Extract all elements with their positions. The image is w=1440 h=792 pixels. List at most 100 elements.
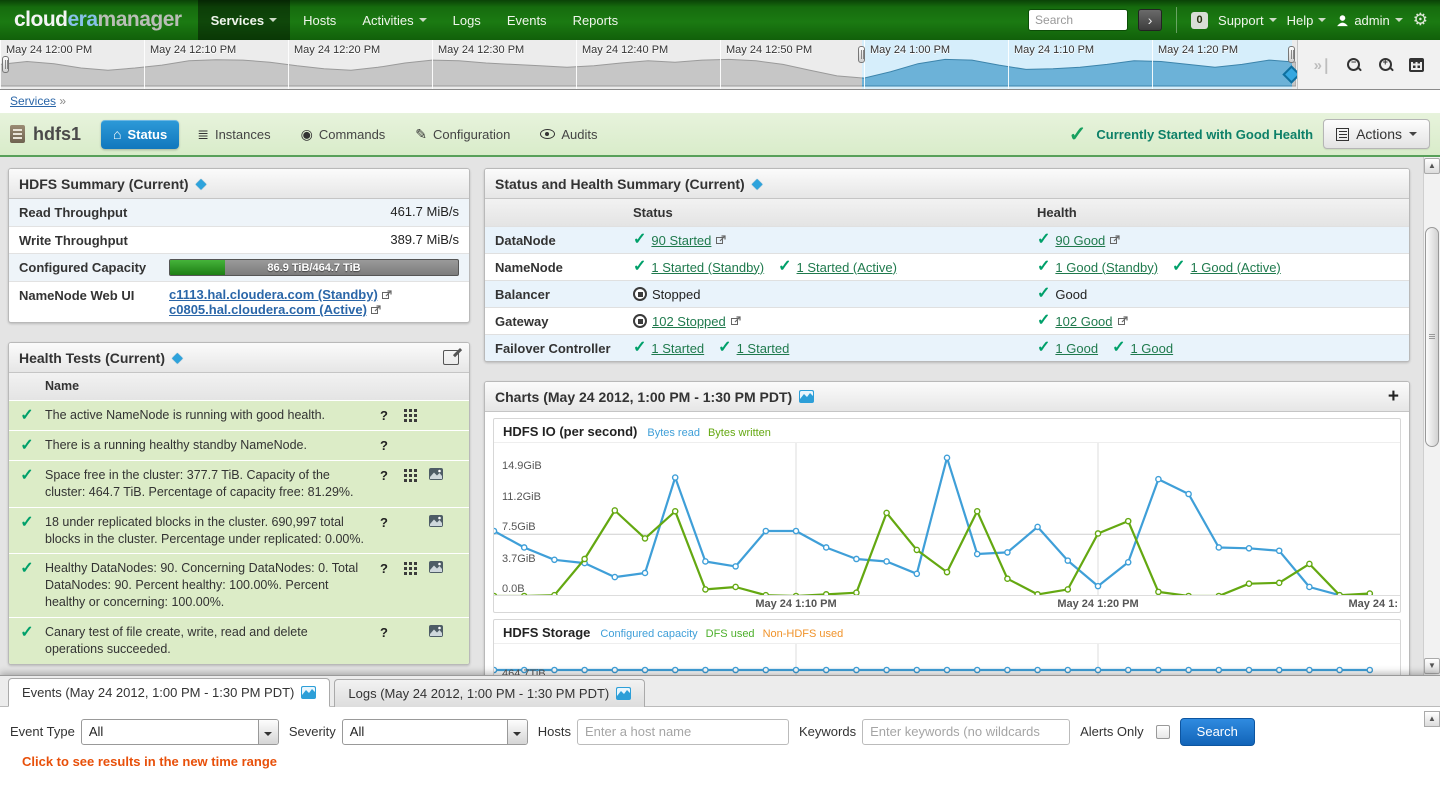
tab-instances[interactable]: ≣Instances	[185, 120, 282, 149]
check-icon: ✓	[20, 467, 33, 484]
popout-icon[interactable]	[716, 235, 726, 245]
zoom-out-icon[interactable]: −	[1346, 57, 1362, 73]
help-icon[interactable]: ?	[380, 561, 388, 576]
selection-end-handle[interactable]	[1288, 46, 1295, 63]
popout-icon[interactable]	[382, 290, 392, 300]
breadcrumb-separator: »	[59, 94, 66, 108]
tab-configuration[interactable]: ✎Configuration	[403, 120, 522, 149]
nav-item-logs[interactable]: Logs	[440, 0, 494, 40]
role-count-link[interactable]: 1 Started (Standby)	[651, 260, 764, 275]
tab-commands[interactable]: ◉Commands	[289, 120, 398, 149]
role-count-link[interactable]: 90 Good	[1055, 233, 1105, 248]
tab-logs[interactable]: Logs (May 24 2012, 1:00 PM - 1:30 PM PDT…	[334, 679, 645, 707]
nav-right-cluster: › 0 Support Help admin ⚙	[1028, 0, 1440, 40]
main-scrollbar[interactable]: ▲ ▼	[1423, 157, 1440, 675]
severity-select[interactable]: All	[342, 719, 528, 745]
tab-audits[interactable]: Audits	[528, 120, 609, 149]
chart-image-icon[interactable]	[429, 468, 443, 483]
actions-button[interactable]: Actions	[1323, 119, 1430, 149]
tab-status[interactable]: ⌂Status	[101, 120, 179, 149]
calendar-icon[interactable]	[1409, 58, 1424, 72]
parcel-indicator-badge[interactable]: 0	[1191, 12, 1208, 29]
popout-icon[interactable]	[731, 316, 741, 326]
table-grid-icon[interactable]	[404, 469, 417, 482]
health-check-icon: ✓	[1069, 122, 1087, 147]
table-grid-icon[interactable]	[404, 562, 417, 575]
hdfs-storage-plot[interactable]: 464.7TiB	[494, 643, 1400, 675]
help-icon[interactable]: ?	[380, 408, 388, 423]
service-name: hdfs1	[33, 124, 81, 145]
table-grid-icon[interactable]	[404, 409, 417, 422]
role-count-link[interactable]: 1 Good (Standby)	[1055, 260, 1158, 275]
timeline-activity-chart[interactable]: May 24 12:00 PMMay 24 12:10 PMMay 24 12:…	[0, 40, 1296, 90]
time-range-selector[interactable]: May 24 12:00 PMMay 24 12:10 PMMay 24 12:…	[0, 40, 1440, 90]
chart-image-icon[interactable]	[429, 515, 443, 530]
event-type-select[interactable]: All	[81, 719, 279, 745]
keywords-input[interactable]	[862, 719, 1070, 745]
support-menu[interactable]: Support	[1218, 13, 1277, 28]
status-entry: ✓1 Good	[1037, 340, 1098, 356]
popout-icon[interactable]	[1118, 316, 1128, 326]
role-count-link[interactable]: 102 Stopped	[652, 314, 726, 329]
nav-item-hosts[interactable]: Hosts	[290, 0, 349, 40]
events-search-button[interactable]: Search	[1180, 718, 1255, 746]
role-count-link[interactable]: 1 Started	[651, 341, 704, 356]
chart-image-icon[interactable]	[429, 625, 443, 640]
scroll-down-arrow[interactable]: ▼	[1424, 658, 1440, 674]
chart-thumbnail-icon	[301, 685, 316, 700]
search-go-button[interactable]: ›	[1138, 9, 1162, 31]
help-menu[interactable]: Help	[1287, 13, 1327, 28]
nav-item-events[interactable]: Events	[494, 0, 560, 40]
role-count-link[interactable]: 1 Started	[737, 341, 790, 356]
user-menu[interactable]: admin	[1336, 13, 1402, 28]
cloudera-manager-logo[interactable]: cloudera manager	[0, 0, 198, 40]
nav-item-reports[interactable]: Reports	[560, 0, 632, 40]
zoom-in-icon[interactable]: +	[1378, 57, 1394, 73]
help-icon[interactable]: ?	[380, 438, 388, 453]
scrollbar-thumb[interactable]	[1425, 227, 1439, 447]
add-chart-button[interactable]: +	[1388, 387, 1399, 406]
tab-label: Instances	[215, 127, 271, 142]
role-count-link[interactable]: 1 Started (Active)	[797, 260, 897, 275]
role-count-link[interactable]: 90 Started	[651, 233, 711, 248]
nav-item-label: Reports	[573, 13, 619, 28]
help-icon[interactable]: ?	[380, 515, 388, 530]
status-cell: Stopped	[623, 281, 1027, 307]
namenode-links: c1113.hal.cloudera.com (Standby)c0805.ha…	[169, 287, 459, 317]
role-count-link[interactable]: 102 Good	[1055, 314, 1112, 329]
nav-item-activities[interactable]: Activities	[349, 0, 439, 40]
popout-icon[interactable]	[371, 305, 381, 315]
health-test-description: Healthy DataNodes: 90. Concerning DataNo…	[45, 560, 377, 611]
status-entry: ✓Good	[1037, 286, 1087, 302]
check-icon: ✓	[1037, 232, 1050, 248]
help-icon[interactable]: ?	[380, 625, 388, 640]
role-count-link[interactable]: 1 Good (Active)	[1190, 260, 1280, 275]
scroll-up-arrow[interactable]: ▲	[1424, 158, 1440, 174]
selection-start-handle[interactable]	[858, 46, 865, 63]
alerts-only-checkbox[interactable]	[1156, 725, 1170, 739]
hosts-input[interactable]	[577, 719, 789, 745]
role-count-link[interactable]: 1 Good	[1130, 341, 1173, 356]
chart-image-icon[interactable]	[429, 561, 443, 576]
popout-icon[interactable]	[1110, 235, 1120, 245]
chart-diamond-icon[interactable]: ◆	[196, 175, 207, 192]
nav-item-services[interactable]: Services	[198, 0, 291, 40]
timeline-left-edge-handle[interactable]	[2, 56, 9, 73]
namenode-webui-link[interactable]: c1113.hal.cloudera.com (Standby)	[169, 287, 378, 302]
tab-events[interactable]: Events (May 24 2012, 1:00 PM - 1:30 PM P…	[8, 678, 330, 707]
health-test-actions: ?	[377, 514, 463, 530]
events-scroll-up-arrow[interactable]: ▲	[1424, 711, 1440, 727]
chart-diamond-icon[interactable]: ◆	[752, 175, 763, 192]
breadcrumb-services-link[interactable]: Services	[10, 94, 56, 108]
skip-to-now-icon[interactable]: »❘	[1314, 56, 1331, 74]
chart-diamond-icon[interactable]: ◆	[172, 349, 183, 366]
settings-gear-icon[interactable]: ⚙	[1413, 10, 1428, 30]
timeline-time-label: May 24 12:30 PM	[438, 44, 524, 56]
edit-icon[interactable]	[443, 350, 459, 365]
stopped-icon	[633, 287, 647, 301]
hdfs-io-plot[interactable]: 14.9GiB11.2GiB7.5GiB3.7GiB0.0B	[494, 442, 1400, 595]
role-count-link[interactable]: 1 Good	[1055, 341, 1098, 356]
namenode-webui-link[interactable]: c0805.hal.cloudera.com (Active)	[169, 302, 367, 317]
global-search-input[interactable]	[1028, 9, 1128, 31]
help-icon[interactable]: ?	[380, 468, 388, 483]
